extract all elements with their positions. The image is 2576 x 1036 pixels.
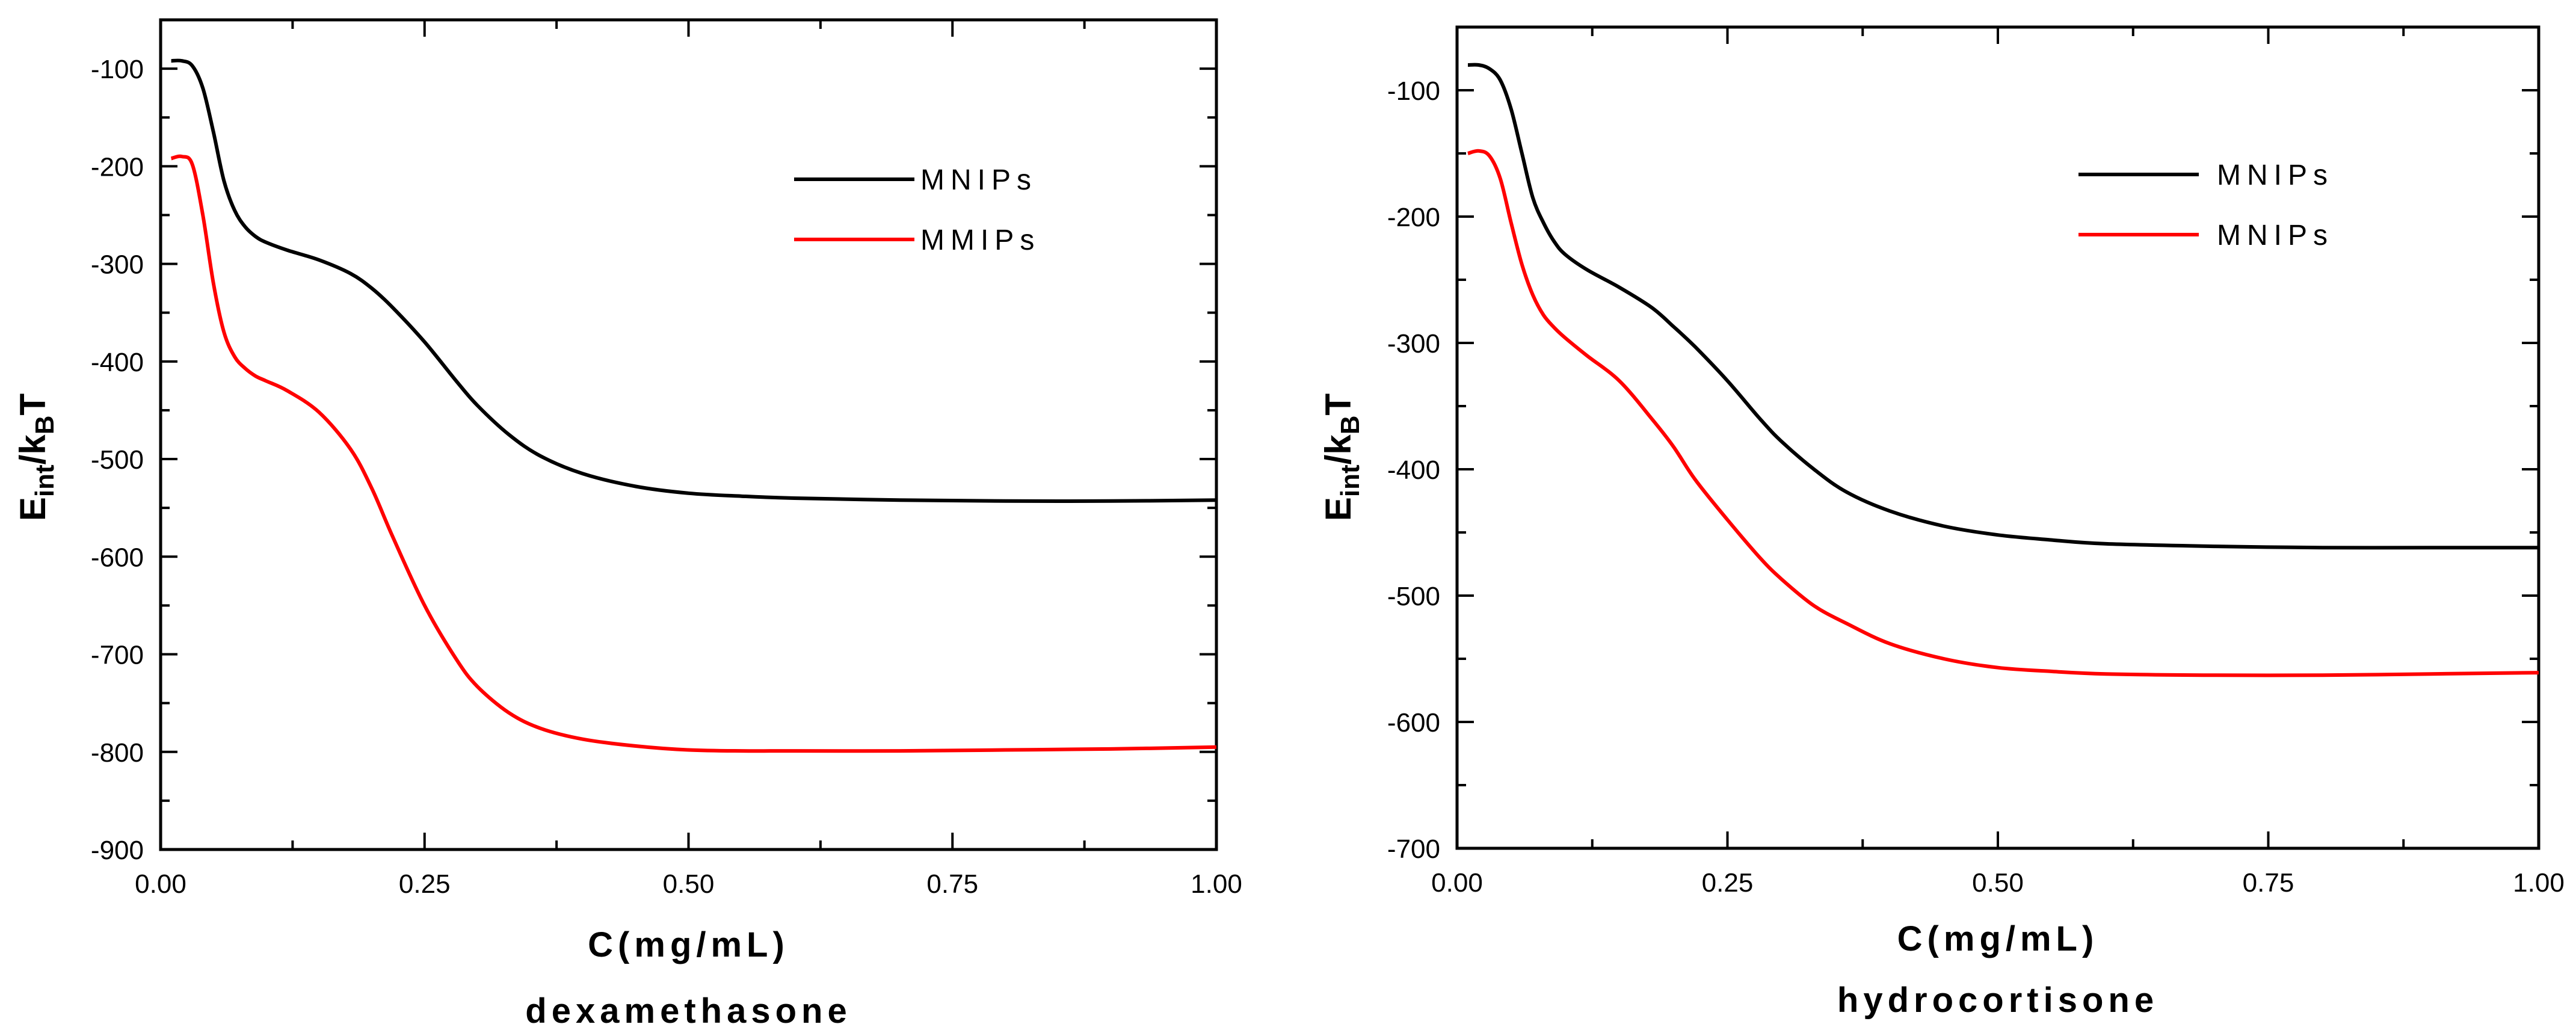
y-tick-label: -100 [91, 55, 144, 84]
x-tick-label: 0.00 [1431, 868, 1483, 898]
y-tick-label: -400 [1387, 455, 1440, 485]
x-tick-label: 0.50 [663, 869, 715, 899]
chart-panel-2: 0.00 0.25 0.50 0.75 1.00 -100 -200 -300 -400 -500… [1318, 25, 2565, 1020]
x-tick-label: 1.00 [2513, 868, 2565, 898]
x-tick-label: 0.25 [399, 869, 451, 899]
chart-panel-1: 0.00 0.25 0.50 0.75 1.00 -100 -200 -300 -400 -500… [13, 18, 1242, 1031]
legend-label: MMIPs [920, 224, 1040, 256]
legend-label: MNIPs [920, 164, 1037, 196]
x-tick-label: 0.50 [1972, 868, 2024, 898]
y-tick-label: -200 [1387, 203, 1440, 232]
y-tick-label: -500 [91, 445, 144, 475]
x-axis-title: C(mg/mL) [588, 925, 789, 964]
y-tick-label: -600 [1387, 708, 1440, 738]
y-tick-label: -500 [1387, 582, 1440, 611]
chart-caption: hydrocortisone [1837, 981, 2158, 1020]
y-tick-label: -900 [91, 836, 144, 865]
y-tick-label: -100 [1387, 76, 1440, 106]
y-tick-label: -300 [1387, 329, 1440, 359]
series-line-1 [171, 58, 1217, 504]
y-tick-label: -700 [1387, 834, 1440, 864]
y-axis-title: Eint/kBT [1318, 393, 1365, 521]
y-tick-label: -200 [91, 152, 144, 182]
x-tick-label: 0.00 [135, 869, 186, 899]
legend-label: MNIPs [2217, 220, 2334, 251]
plot-frame [1455, 25, 2541, 850]
legend-label: MNIPs [2217, 159, 2334, 191]
series-line-2 [1467, 149, 2539, 677]
y-tick-label: -300 [91, 250, 144, 280]
series-line-2 [170, 154, 1217, 753]
chart-caption: dexamethasone [525, 991, 851, 1031]
y-tick-label: -600 [91, 543, 144, 572]
x-tick-label: 0.75 [926, 869, 978, 899]
y-tick-label: -400 [91, 348, 144, 377]
plot-frame [159, 18, 1218, 851]
y-tick-label: -700 [91, 641, 144, 670]
x-tick-label: 1.00 [1191, 869, 1242, 899]
y-axis-title: Eint/kBT [13, 393, 60, 521]
y-tick-label: -800 [91, 738, 144, 768]
x-axis-title: C(mg/mL) [1897, 919, 2099, 958]
series-line-1 [1467, 63, 2539, 550]
x-tick-label: 0.25 [1702, 868, 1754, 898]
x-tick-label: 0.75 [2243, 868, 2294, 898]
